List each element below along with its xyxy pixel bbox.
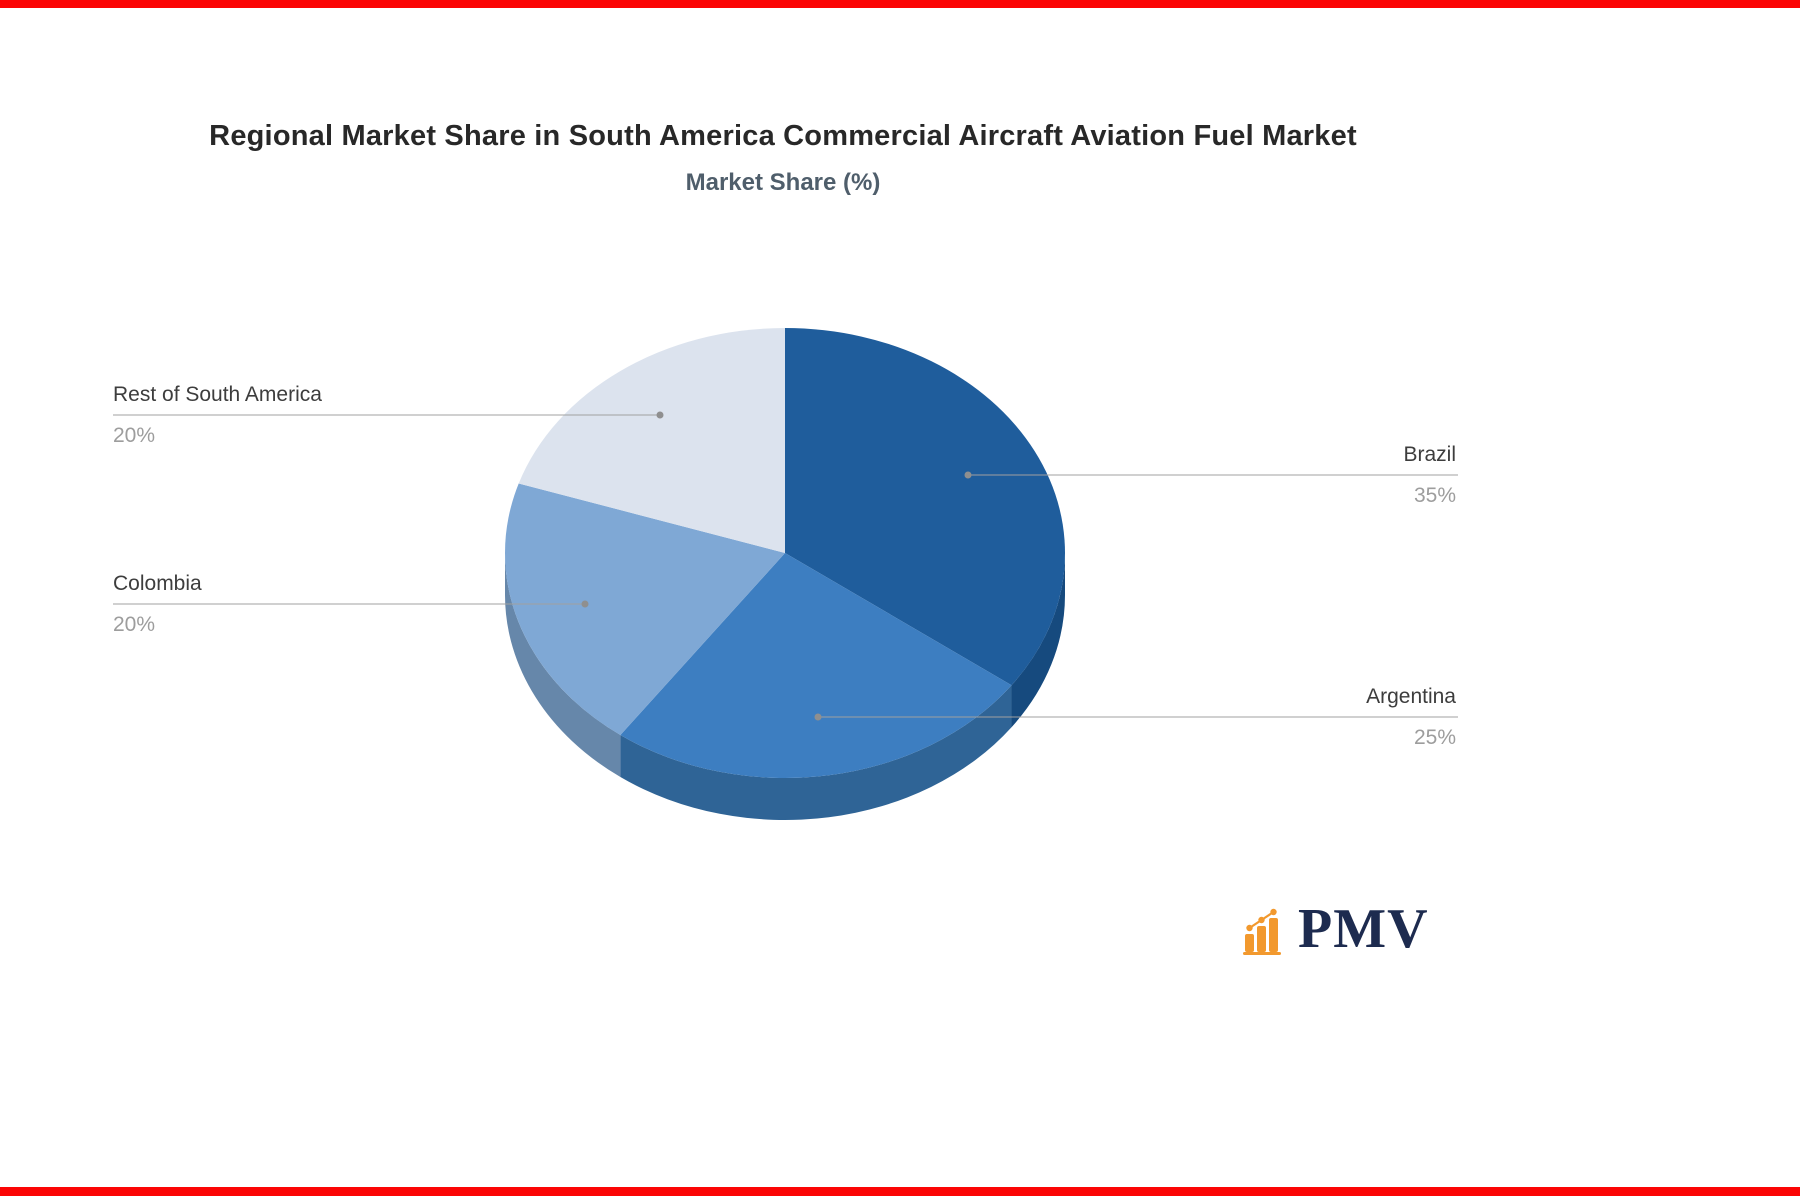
slice-label: Brazil [1403,443,1456,466]
callout-argentina: Argentina 25% [1366,684,1456,750]
bar-chart-icon [1243,908,1281,955]
bottom-accent-bar [0,1187,1800,1196]
slice-value: 20% [113,613,156,636]
slice-value: 20% [113,424,156,447]
leader-dot-brazil [964,471,972,479]
leader-dot-rest-of-south-america [656,411,664,419]
slice-value: 35% [1413,484,1456,507]
chart-title: Regional Market Share in South America C… [209,120,1357,152]
brand-logo: PMV [1240,898,1429,960]
slice-label: Argentina [1366,685,1456,708]
pie-slice-colombia [505,483,785,736]
chart-subtitle: Market Share (%) [685,169,881,196]
slice-label: Colombia [113,572,202,595]
callout-colombia: Colombia 20% [113,571,202,637]
pie-slice-depth-brazil [1011,553,1065,728]
slice-value: 25% [1413,726,1456,749]
pie-slice-brazil [785,328,1065,686]
brand-name: PMV [1298,898,1429,960]
top-accent-bar [0,0,1800,8]
pie-slice-depth-argentina [620,685,1012,820]
leader-dot-argentina [814,713,822,721]
pie-slice-rest-of-south-america [518,328,785,553]
pie-slice-argentina [620,553,1012,778]
leader-dot-colombia [581,600,589,608]
slice-label: Rest of South America [113,383,322,406]
callout-rest-of-south-america: Rest of South America 20% [113,382,322,448]
pie-slice-depth-colombia [505,553,621,778]
callout-brazil: Brazil 35% [1403,442,1456,508]
